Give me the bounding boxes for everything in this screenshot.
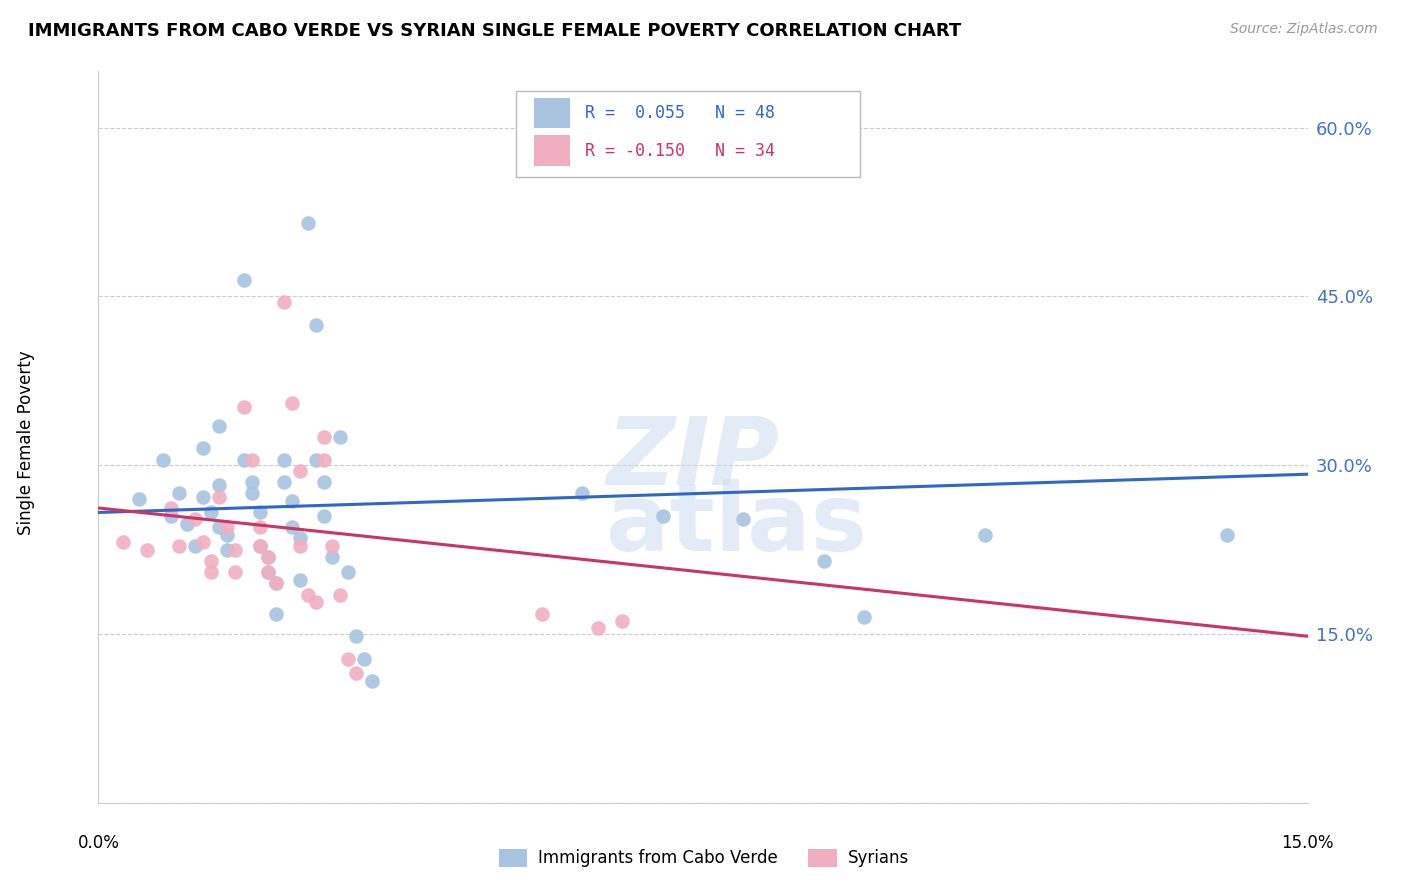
- Point: [135, 542, 157, 557]
- Point: [853, 610, 876, 624]
- Point: [329, 430, 352, 444]
- Point: [1216, 528, 1239, 542]
- Point: [314, 475, 336, 489]
- Point: [200, 565, 222, 579]
- Point: [314, 452, 336, 467]
- Point: [813, 554, 835, 568]
- Point: [217, 542, 239, 557]
- Point: [288, 464, 311, 478]
- Point: [733, 512, 755, 526]
- Point: [337, 652, 360, 666]
- Text: Syrians: Syrians: [848, 849, 910, 867]
- Text: Single Female Poverty: Single Female Poverty: [17, 351, 35, 535]
- Point: [344, 629, 367, 643]
- Bar: [534, 97, 569, 128]
- Text: R = -0.150   N = 34: R = -0.150 N = 34: [585, 142, 775, 160]
- Text: 0.0%: 0.0%: [77, 834, 120, 853]
- Point: [224, 565, 246, 579]
- Point: [249, 539, 271, 553]
- Point: [314, 430, 336, 444]
- Point: [240, 475, 263, 489]
- Text: ZIP: ZIP: [606, 413, 779, 505]
- Point: [530, 607, 553, 621]
- Point: [256, 565, 278, 579]
- Point: [160, 508, 183, 523]
- Point: [321, 539, 343, 553]
- Point: [232, 400, 254, 414]
- Point: [264, 576, 287, 591]
- Point: [344, 666, 367, 681]
- Point: [232, 452, 254, 467]
- Point: [232, 272, 254, 286]
- Point: [281, 520, 304, 534]
- Point: [305, 595, 328, 609]
- Point: [273, 295, 295, 310]
- Text: IMMIGRANTS FROM CABO VERDE VS SYRIAN SINGLE FEMALE POVERTY CORRELATION CHART: IMMIGRANTS FROM CABO VERDE VS SYRIAN SIN…: [28, 22, 962, 40]
- Point: [160, 500, 183, 515]
- Point: [217, 520, 239, 534]
- Point: [111, 534, 134, 549]
- Point: [208, 418, 231, 433]
- Point: [249, 520, 271, 534]
- Point: [167, 539, 190, 553]
- Point: [651, 508, 673, 523]
- Point: [612, 614, 634, 628]
- Point: [200, 554, 222, 568]
- Point: [224, 542, 246, 557]
- Text: Immigrants from Cabo Verde: Immigrants from Cabo Verde: [538, 849, 779, 867]
- Point: [361, 674, 384, 689]
- Point: [249, 539, 271, 553]
- Point: [273, 452, 295, 467]
- Point: [208, 490, 231, 504]
- Point: [240, 486, 263, 500]
- Text: atlas: atlas: [606, 479, 868, 571]
- Point: [240, 452, 263, 467]
- Text: R =  0.055   N = 48: R = 0.055 N = 48: [585, 103, 775, 122]
- Point: [249, 506, 271, 520]
- Bar: [516, 91, 860, 178]
- Point: [288, 573, 311, 587]
- Point: [337, 565, 360, 579]
- Point: [974, 528, 997, 542]
- Text: Source: ZipAtlas.com: Source: ZipAtlas.com: [1230, 22, 1378, 37]
- Point: [288, 539, 311, 553]
- Point: [281, 494, 304, 508]
- Point: [297, 216, 319, 230]
- Point: [264, 576, 287, 591]
- Point: [329, 588, 352, 602]
- Point: [256, 565, 278, 579]
- Point: [193, 442, 215, 456]
- Point: [167, 486, 190, 500]
- Point: [193, 534, 215, 549]
- Point: [128, 491, 150, 506]
- Point: [184, 539, 207, 553]
- Point: [305, 452, 328, 467]
- Point: [288, 532, 311, 546]
- Point: [586, 621, 609, 635]
- Text: 15.0%: 15.0%: [1281, 834, 1334, 853]
- Point: [353, 652, 375, 666]
- Point: [256, 550, 278, 565]
- Point: [152, 452, 174, 467]
- Point: [281, 396, 304, 410]
- Point: [200, 506, 222, 520]
- Point: [264, 607, 287, 621]
- Point: [297, 588, 319, 602]
- Point: [314, 508, 336, 523]
- Point: [571, 486, 593, 500]
- Point: [256, 550, 278, 565]
- Bar: [534, 136, 569, 166]
- Point: [193, 490, 215, 504]
- Point: [217, 528, 239, 542]
- Point: [273, 475, 295, 489]
- Point: [176, 516, 198, 531]
- Point: [184, 512, 207, 526]
- Point: [208, 520, 231, 534]
- Point: [208, 478, 231, 492]
- Point: [305, 318, 328, 332]
- Point: [321, 550, 343, 565]
